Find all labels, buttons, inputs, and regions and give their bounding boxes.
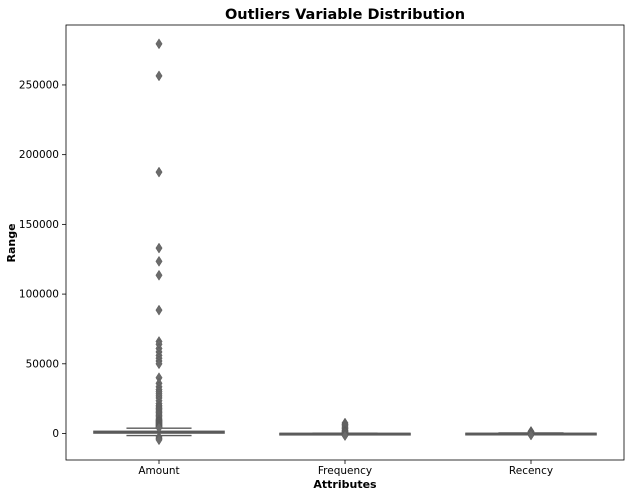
x-axis-label: Attributes	[313, 478, 377, 491]
y-tick-label: 250000	[19, 79, 59, 91]
outlier-point	[155, 358, 163, 370]
y-tick-label: 0	[52, 428, 59, 440]
outlier-point	[155, 255, 163, 267]
box-recency	[465, 425, 597, 441]
x-tick-label: Amount	[138, 465, 179, 477]
box-amount	[93, 38, 225, 446]
boxes-layer	[93, 38, 597, 446]
outlier-point	[155, 70, 163, 82]
outlier-point	[155, 242, 163, 254]
x-tick-label: Recency	[509, 465, 553, 477]
y-tick-label: 150000	[19, 219, 59, 231]
box-frequency	[279, 417, 411, 442]
y-axis-label: Range	[5, 223, 18, 262]
outlier-point	[155, 166, 163, 178]
y-tick-label: 100000	[19, 289, 59, 301]
chart-title: Outliers Variable Distribution	[225, 7, 465, 23]
y-axis: 0 50000 100000 150000 200000 250000	[19, 79, 66, 440]
outlier-point	[155, 269, 163, 281]
plot-area	[65, 24, 625, 461]
x-tick-label: Frequency	[318, 465, 372, 477]
y-tick-label: 50000	[26, 358, 59, 370]
outlier-point	[341, 430, 349, 442]
outlier-point	[155, 304, 163, 316]
outlier-point	[527, 429, 535, 441]
outlier-point	[155, 434, 163, 446]
x-axis: Amount Frequency Recency	[138, 460, 553, 477]
outlier-point	[155, 38, 163, 50]
y-tick-label: 200000	[19, 149, 59, 161]
